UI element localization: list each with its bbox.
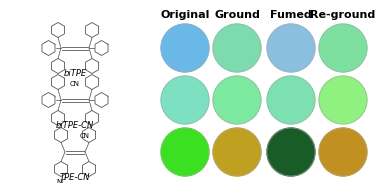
Text: TPE-CN: TPE-CN xyxy=(60,173,90,182)
Circle shape xyxy=(161,128,209,176)
Circle shape xyxy=(161,24,209,72)
Text: Ground: Ground xyxy=(214,10,260,20)
Text: CN: CN xyxy=(80,132,90,139)
Text: NC: NC xyxy=(56,180,66,183)
Circle shape xyxy=(213,76,261,124)
Circle shape xyxy=(267,76,315,124)
Circle shape xyxy=(267,24,315,72)
Circle shape xyxy=(319,24,367,72)
Text: Fumed: Fumed xyxy=(270,10,312,20)
Text: Re-ground: Re-ground xyxy=(310,10,376,20)
Circle shape xyxy=(213,24,261,72)
Text: Original: Original xyxy=(160,10,210,20)
Circle shape xyxy=(213,128,261,176)
Circle shape xyxy=(161,76,209,124)
Circle shape xyxy=(319,76,367,124)
Text: biTPE-CN: biTPE-CN xyxy=(56,122,94,130)
Circle shape xyxy=(319,128,367,176)
Text: CN: CN xyxy=(70,81,80,87)
Circle shape xyxy=(267,128,315,176)
Text: biTPE: biTPE xyxy=(64,70,87,79)
